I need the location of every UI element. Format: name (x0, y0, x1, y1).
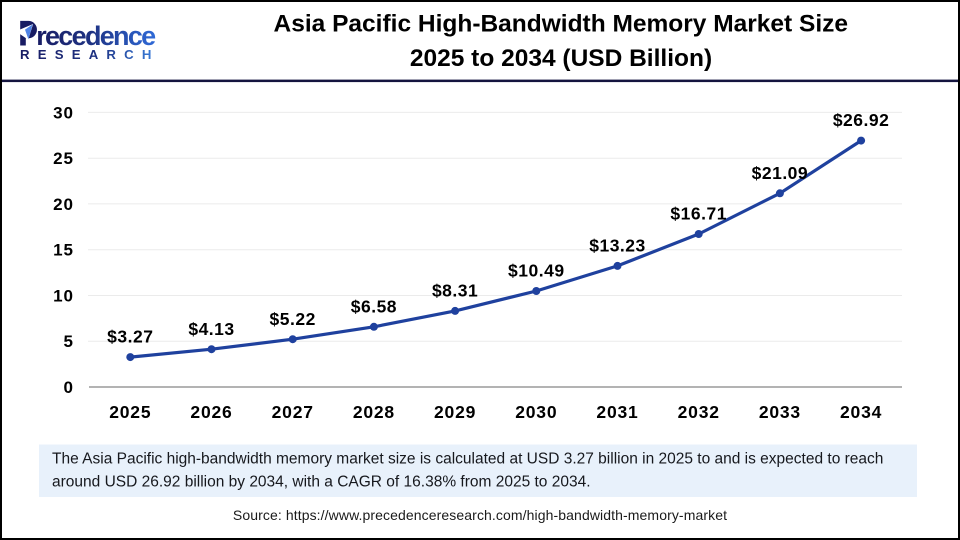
svg-text:$10.49: $10.49 (508, 261, 565, 281)
svg-text:2026: 2026 (190, 402, 232, 422)
svg-text:10: 10 (53, 287, 74, 306)
svg-text:$13.23: $13.23 (589, 236, 646, 256)
svg-text:2025 to 2034 (USD Billion): 2025 to 2034 (USD Billion) (410, 45, 712, 72)
svg-text:2028: 2028 (353, 402, 395, 422)
svg-text:2034: 2034 (840, 402, 882, 422)
svg-text:Source: https://www.precedence: Source: https://www.precedenceresearch.c… (233, 507, 727, 523)
svg-text:2033: 2033 (759, 402, 801, 422)
svg-text:$6.58: $6.58 (351, 296, 397, 316)
svg-text:RESEARCH: RESEARCH (20, 47, 160, 62)
svg-text:$4.13: $4.13 (188, 319, 234, 339)
svg-text:0: 0 (64, 378, 74, 397)
svg-text:20: 20 (53, 195, 74, 214)
svg-text:30: 30 (53, 103, 74, 122)
svg-text:2025: 2025 (109, 402, 151, 422)
svg-text:$26.92: $26.92 (833, 110, 890, 130)
svg-text:$21.09: $21.09 (752, 163, 809, 183)
svg-text:5: 5 (64, 332, 74, 351)
svg-text:2029: 2029 (434, 402, 476, 422)
svg-text:$5.22: $5.22 (270, 309, 316, 329)
svg-text:around USD 26.92 billion by 20: around USD 26.92 billion by 2034, with a… (52, 474, 591, 491)
svg-text:2031: 2031 (596, 402, 638, 422)
svg-text:Asia Pacific High-Bandwidth Me: Asia Pacific High-Bandwidth Memory Marke… (274, 10, 849, 37)
svg-text:The Asia Pacific high-bandwidt: The Asia Pacific high-bandwidth memory m… (52, 450, 883, 467)
svg-text:25: 25 (53, 149, 74, 168)
svg-text:$3.27: $3.27 (107, 327, 153, 347)
svg-text:15: 15 (53, 241, 74, 260)
svg-text:$8.31: $8.31 (432, 281, 478, 301)
svg-text:recedence: recedence (36, 21, 156, 51)
svg-text:2027: 2027 (272, 402, 314, 422)
svg-text:$16.71: $16.71 (670, 204, 727, 224)
svg-text:2030: 2030 (515, 402, 557, 422)
svg-text:2032: 2032 (678, 402, 720, 422)
